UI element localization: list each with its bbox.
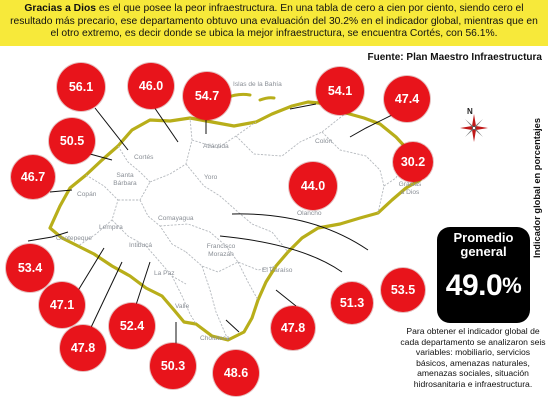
- badge-comayagua: 53.5: [381, 268, 425, 312]
- label-la-paz: La Paz: [154, 270, 175, 277]
- label-santa-barbara: Santa Bárbara: [113, 172, 137, 187]
- header-banner: Gracias a Dios es el que posee la peor i…: [0, 0, 548, 46]
- badge-copan: 46.7: [11, 155, 55, 199]
- average-unit: %: [502, 273, 522, 298]
- average-number: 49.0: [445, 269, 503, 302]
- badge-el-paraiso: 47.8: [271, 306, 315, 350]
- label-copan: Copán: [77, 191, 97, 198]
- badge-francisco-morazan: 51.3: [331, 282, 373, 324]
- badge-santa-barbara: 50.5: [49, 118, 95, 164]
- label-cortes: Cortés: [134, 154, 154, 161]
- badge-colon: 47.4: [384, 76, 430, 122]
- badge-yoro: 46.0: [128, 63, 174, 109]
- badge-intibuca: 47.8: [60, 325, 106, 371]
- label-yoro: Yoro: [204, 174, 218, 181]
- badge-lempira: 47.1: [39, 282, 85, 328]
- compass-north-label: N: [467, 107, 473, 116]
- label-valle: Valle: [175, 303, 190, 310]
- label-intibuca: Intibucá: [129, 242, 153, 249]
- badge-ocotepeque: 53.4: [6, 244, 54, 292]
- badge-valle: 50.3: [150, 343, 196, 389]
- average-value: 49.0%: [437, 266, 530, 306]
- label-islas: Islas de la Bahía: [233, 81, 282, 88]
- island-guanaja: [258, 96, 276, 102]
- methodology-note: Para obtener el indicador global de cada…: [400, 326, 546, 389]
- leader-lines: [27, 103, 403, 345]
- header-text: es el que posee la peor infraestructura.…: [10, 3, 538, 39]
- average-title-line1: Promedio: [453, 230, 514, 245]
- label-francisco-morazan: Francisco Morazán: [206, 243, 236, 258]
- label-olancho: Olancho: [297, 210, 322, 217]
- average-title-line2: general: [460, 244, 507, 259]
- axis-label-text: Indicador global en porcentajes: [532, 118, 542, 258]
- header-lead: Gracias a Dios: [24, 3, 96, 14]
- label-ocotepeque: Ocotepeque: [56, 235, 92, 242]
- badge-gracias: 30.2: [393, 142, 433, 182]
- badge-cortes: 56.1: [57, 63, 105, 111]
- label-atlantida: Atlántida: [203, 143, 229, 150]
- label-lempira: Lempira: [99, 224, 123, 231]
- label-choluteca: Choluteca: [200, 335, 230, 342]
- badge-islas: 54.1: [316, 67, 364, 115]
- average-box: Promedio general 49.0%: [437, 227, 530, 323]
- label-comayagua: Comayagua: [158, 215, 194, 222]
- axis-label: Indicador global en porcentajes: [530, 103, 544, 273]
- source-credit: Fuente: Plan Maestro Infraestructura: [367, 52, 542, 63]
- badge-choluteca: 48.6: [213, 350, 259, 396]
- department-borders: [77, 112, 409, 341]
- badge-atlantida: 54.7: [183, 72, 231, 120]
- label-colon: Colón: [315, 138, 333, 145]
- label-gracias: Gracias a Dios: [398, 181, 422, 196]
- label-el-paraiso: El Paraíso: [262, 267, 293, 274]
- badge-la-paz: 52.4: [109, 303, 155, 349]
- compass-rose-icon: [460, 114, 488, 142]
- badge-olancho: 44.0: [289, 162, 337, 210]
